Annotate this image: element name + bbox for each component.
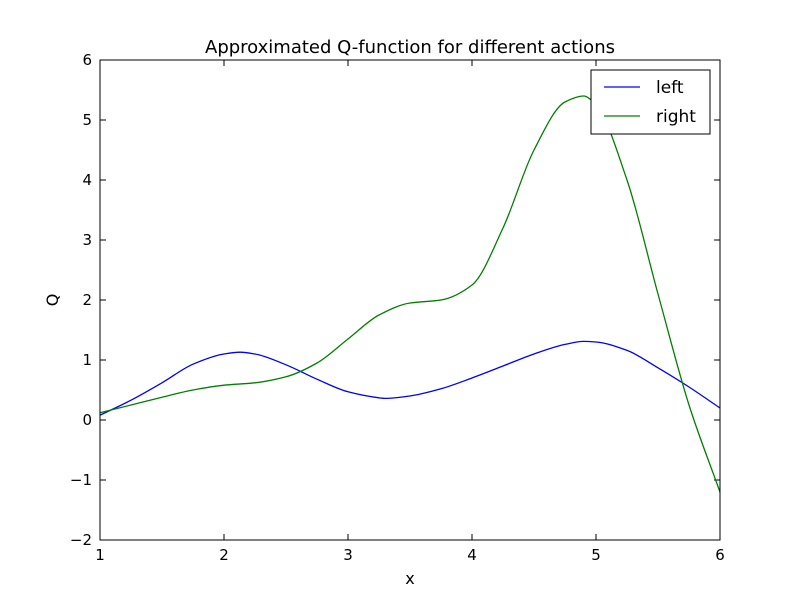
y-tick-label: 3 (82, 231, 92, 249)
legend-label-right: right (656, 107, 696, 127)
y-tick-label: −1 (70, 471, 92, 489)
legend-label-left: left (656, 78, 684, 98)
series-line-right (99, 95, 721, 493)
tick-labels: 1 2 3 4 5 6 −2 −1 0 1 2 3 4 5 6 (70, 51, 725, 564)
y-tick-label: 6 (82, 51, 92, 69)
x-tick-label: 3 (343, 546, 353, 564)
y-axis-label: Q (43, 294, 62, 307)
x-tick-label: 4 (467, 546, 477, 564)
chart-title: Approximated Q-function for different ac… (205, 37, 615, 58)
series-line-left (99, 340, 721, 416)
x-tick-label: 1 (95, 546, 105, 564)
x-tick-label: 6 (715, 546, 725, 564)
y-tick-label: 2 (82, 291, 92, 309)
x-tick-label: 2 (219, 546, 229, 564)
legend: left right (590, 69, 711, 135)
y-tick-label: 4 (82, 171, 92, 189)
x-axis-label: x (405, 569, 414, 588)
y-tick-label: 0 (82, 411, 92, 429)
y-tick-label: 5 (82, 111, 92, 129)
plot-area (99, 59, 721, 541)
x-tick-label: 5 (591, 546, 601, 564)
series-layer (99, 95, 721, 493)
legend-box (590, 69, 711, 135)
y-tick-label: −2 (70, 531, 92, 549)
y-tick-label: 1 (82, 351, 92, 369)
plot-frame (99, 59, 721, 541)
